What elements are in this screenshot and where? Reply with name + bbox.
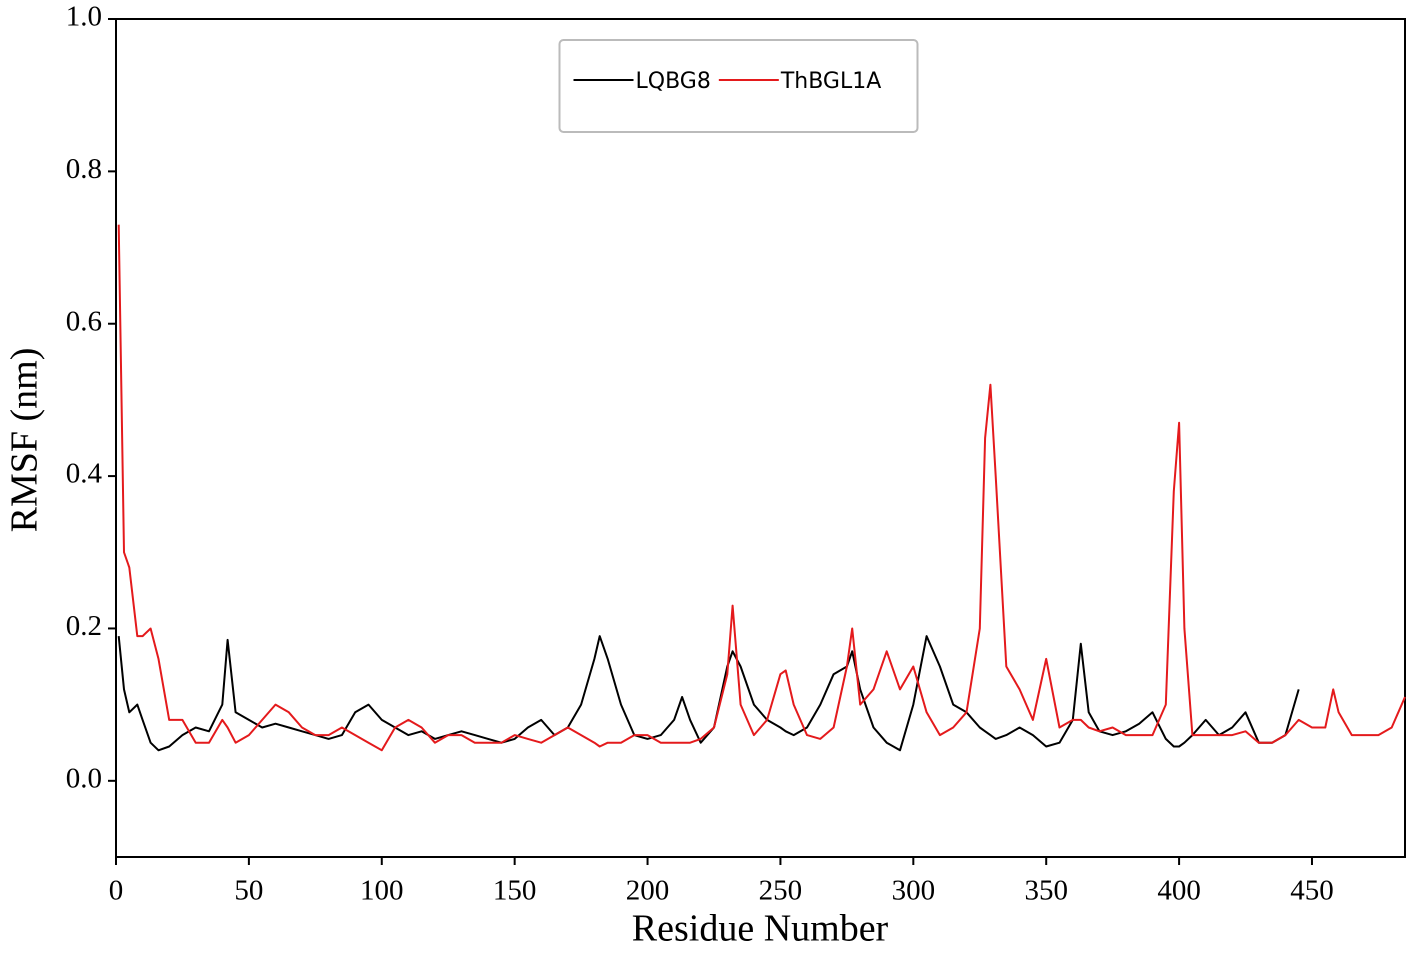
y-tick-label: 0.8: [66, 153, 102, 185]
plot-frame: [115, 18, 1406, 858]
x-tick-label: 400: [1157, 875, 1201, 907]
x-axis-label: Residue Number: [632, 908, 889, 950]
y-tick-label: 1.0: [66, 1, 102, 33]
x-tick-label: 150: [493, 875, 537, 907]
legend-label: LQBG8: [636, 69, 711, 94]
legend-label: ThBGL1A: [780, 69, 881, 94]
x-tick-label: 50: [234, 875, 263, 907]
x-tick-label: 100: [360, 875, 404, 907]
y-tick-label: 0.2: [66, 610, 102, 642]
x-tick-label: 450: [1290, 875, 1334, 907]
y-tick-label: 0.4: [66, 458, 103, 490]
x-tick-label: 250: [759, 875, 803, 907]
y-tick-label: 0.0: [66, 762, 102, 794]
x-tick-label: 200: [626, 875, 670, 907]
x-tick-label: 300: [892, 875, 936, 907]
y-tick-label: 0.6: [66, 305, 102, 337]
x-tick-label: 0: [109, 875, 124, 907]
legend-box: [558, 39, 919, 133]
y-axis-label: RMSF (nm): [4, 348, 46, 533]
series-line: [117, 224, 1406, 752]
x-tick-label: 350: [1024, 875, 1068, 907]
